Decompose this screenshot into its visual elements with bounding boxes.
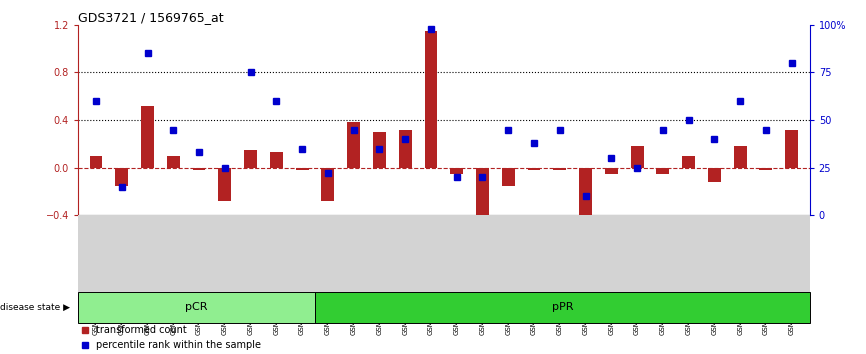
Bar (141, 106, 154, 168)
Bar (656, 168, 669, 174)
Text: percentile rank within the sample: percentile rank within the sample (96, 340, 262, 350)
Bar (373, 132, 386, 168)
Bar (630, 146, 643, 168)
Bar (682, 156, 695, 168)
Text: transformed count: transformed count (96, 325, 187, 335)
Bar (734, 146, 746, 168)
Bar (167, 156, 180, 168)
Bar (579, 168, 592, 218)
Bar (759, 168, 772, 170)
Bar (398, 130, 411, 168)
Bar (708, 168, 721, 182)
Bar (785, 130, 798, 168)
Bar (78, 292, 315, 323)
Bar (89, 156, 102, 168)
Bar (501, 168, 514, 185)
Bar (115, 168, 128, 185)
Bar (450, 168, 463, 174)
Bar (604, 168, 617, 174)
Bar (476, 168, 489, 221)
Bar (527, 168, 540, 170)
Bar (321, 168, 334, 201)
Bar (244, 150, 257, 168)
Bar (218, 168, 231, 201)
Bar (315, 292, 810, 323)
Bar (192, 168, 205, 170)
Bar (553, 168, 566, 170)
Bar (347, 122, 360, 168)
Bar (424, 31, 437, 168)
Bar (270, 152, 283, 168)
Text: pCR: pCR (185, 302, 208, 312)
Text: pPR: pPR (552, 302, 573, 312)
Bar (295, 168, 308, 170)
Text: disease state ▶: disease state ▶ (0, 303, 70, 312)
Text: GDS3721 / 1569765_at: GDS3721 / 1569765_at (78, 11, 223, 24)
